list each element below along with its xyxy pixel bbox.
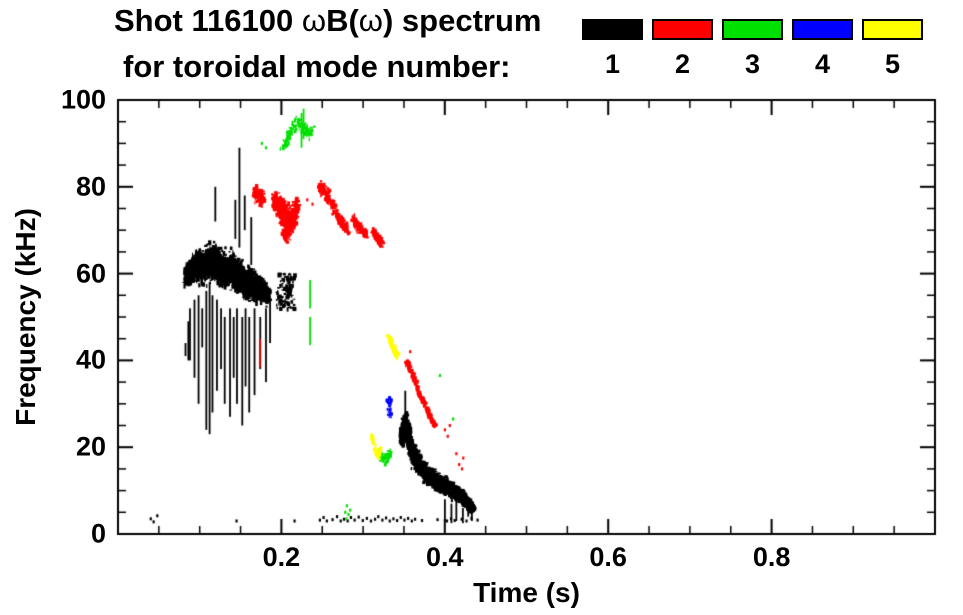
x-axis-label: Time (s): [473, 577, 580, 608]
x-tick-label: 0.6: [589, 542, 627, 572]
legend-mode-number: 4: [814, 49, 831, 79]
title-text-segment: ) spectrum: [383, 3, 542, 38]
legend-mode-number: 3: [744, 49, 761, 79]
legend-mode-number: 2: [674, 49, 691, 79]
legend-item-mode-5: 5: [862, 19, 923, 78]
y-tick-label: 60: [75, 258, 106, 289]
y-tick-label: 100: [60, 84, 106, 115]
y-tick-label: 80: [75, 171, 106, 202]
legend-swatch-mode-4: [792, 19, 853, 40]
legend-swatch-mode-2: [652, 19, 713, 40]
title-text-segment: Shot 116100: [114, 3, 302, 38]
title-text-segment: B(: [326, 3, 359, 38]
omega-glyph: ω: [358, 3, 383, 38]
legend-mode-number: 5: [884, 49, 901, 79]
legend-item-mode-4: 4: [792, 19, 853, 78]
legend-mode-number: 1: [604, 49, 621, 79]
y-tick-label: 20: [75, 431, 106, 462]
y-axis-label: Frequency (kHz): [10, 208, 41, 426]
x-tick-label: 0.4: [426, 542, 464, 572]
x-tick-label: 0.8: [752, 542, 791, 572]
x-tick-label: 0.2: [262, 542, 301, 572]
mode-legend: 1 2 3 4 5: [582, 19, 923, 78]
legend-item-mode-2: 2: [652, 19, 713, 78]
legend-swatch-mode-1: [582, 19, 643, 40]
chart-title: Shot 116100 ωB(ω) spectrum: [114, 3, 542, 38]
legend-item-mode-1: 1: [582, 19, 643, 78]
omega-glyph: ω: [301, 3, 327, 38]
chart-subtitle: for toroidal mode number:: [123, 49, 511, 84]
legend-swatch-mode-5: [862, 19, 923, 40]
legend-swatch-mode-3: [722, 19, 783, 40]
y-tick-label: 0: [90, 518, 106, 549]
y-tick-label: 40: [75, 344, 106, 375]
legend-item-mode-3: 3: [722, 19, 783, 78]
